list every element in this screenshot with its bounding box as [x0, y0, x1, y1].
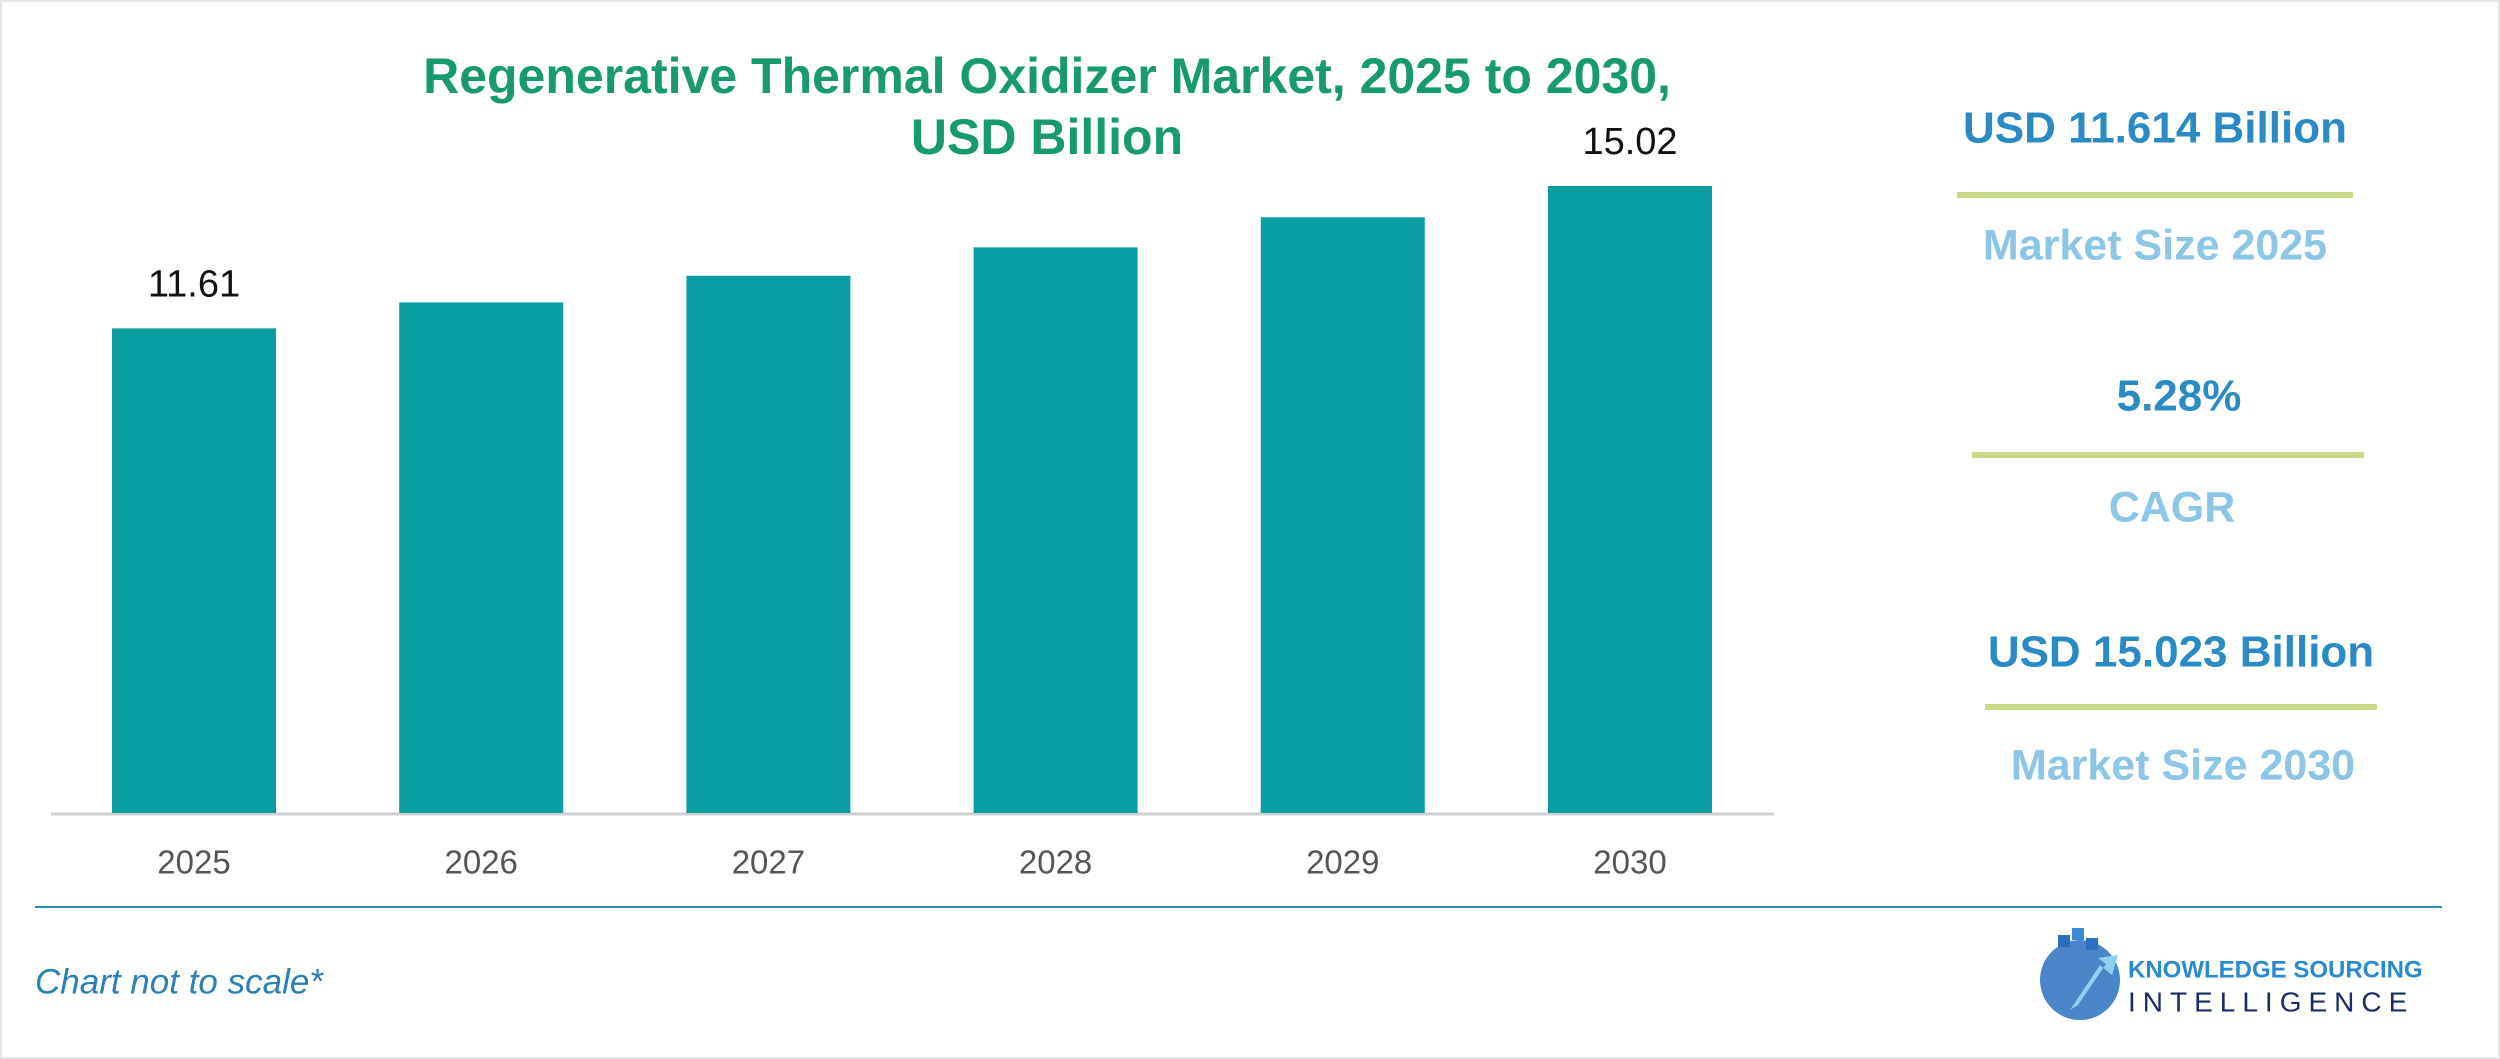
data-label: 11.61: [148, 263, 240, 305]
x-tick-label: 2029: [1306, 844, 1379, 881]
bar: [1260, 217, 1425, 814]
data-label: 15.02: [1582, 121, 1677, 163]
bar: [1548, 186, 1712, 813]
bar: [973, 247, 1138, 813]
stat-label: Market Size 2025: [1983, 221, 2327, 269]
bar: [112, 328, 276, 813]
stat-label: CAGR: [2109, 483, 2236, 531]
bar: [686, 275, 851, 813]
chart-title: Regenerative Thermal Oxidizer Market, 20…: [423, 48, 1671, 104]
logo-icon: [2040, 928, 2120, 1020]
stat-value: USD 11.614 Billion: [1963, 104, 2347, 153]
stat-label: Market Size 2030: [2011, 741, 2355, 789]
x-tick-label: 2028: [1019, 844, 1092, 881]
x-tick-label: 2030: [1593, 844, 1666, 881]
logo-text: KNOWLEDGE SOURCING: [2128, 956, 2423, 983]
bar: [399, 302, 564, 813]
footer-note: Chart not to scale*: [35, 962, 324, 1001]
logo-text: INTELLIGENCE: [2128, 986, 2414, 1017]
stat-value: USD 15.023 Billion: [1988, 628, 2374, 677]
chart-title: USD Billion: [911, 109, 1183, 165]
x-tick-label: 2027: [732, 844, 805, 881]
x-tick-label: 2025: [157, 844, 230, 881]
x-tick-label: 2026: [444, 844, 517, 881]
stat-value: 5.28%: [2117, 372, 2242, 421]
